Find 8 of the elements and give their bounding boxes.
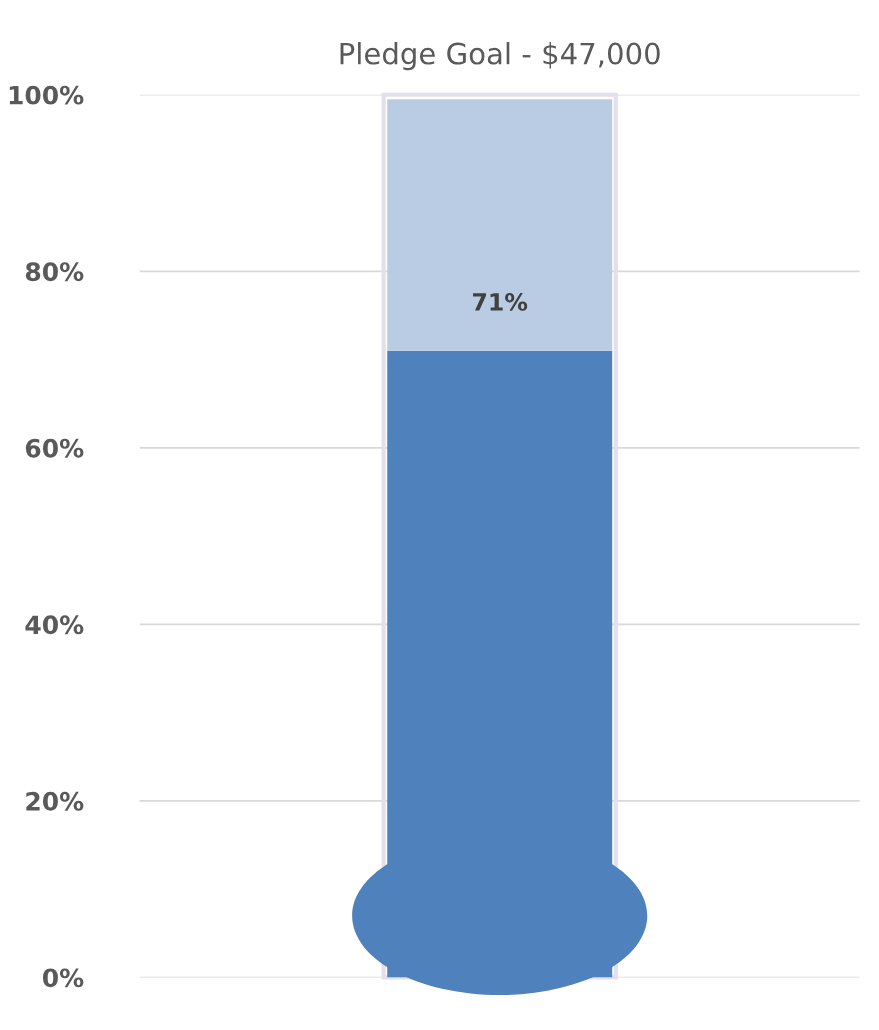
y-tick-label: 60% <box>25 438 84 458</box>
y-tick-label: 80% <box>25 262 84 282</box>
y-tick-label: 100% <box>9 85 84 105</box>
data-label: 71% <box>473 293 528 311</box>
y-tick-label: 20% <box>26 791 84 811</box>
chart-title: Pledge Goal - $47,000 <box>340 42 660 71</box>
y-tick-label: 40% <box>25 615 84 635</box>
y-tick-label: 0% <box>42 968 84 988</box>
